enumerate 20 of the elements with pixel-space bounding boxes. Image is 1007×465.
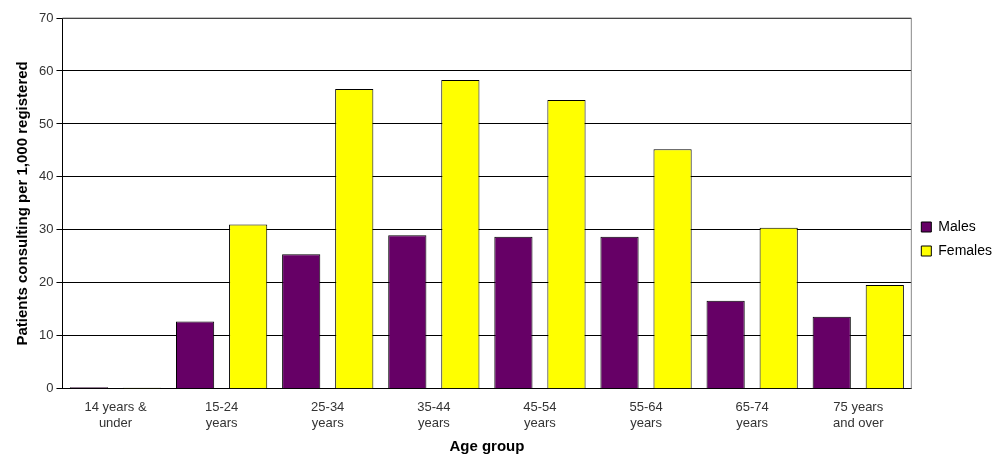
x-tick-label: 75 years and over [832,399,885,430]
y-tick-label: 30 [38,221,54,237]
x-tick-label: 65-74 years [735,399,769,430]
x-tick-label: 15-24 years [205,399,239,430]
x-axis-title: Age group [449,437,525,455]
y-axis-title: Patients consulting per 1,000 registered [13,61,31,346]
y-tick-label: 10 [38,327,54,343]
x-tick-label: 14 years & under [84,399,147,430]
y-tick-label: 60 [38,62,54,78]
y-tick-label: 0 [46,380,54,396]
y-tick-label: 20 [38,274,54,290]
x-tick-label: 25-34 years [311,399,345,430]
x-tick-label: 45-54 years [523,399,557,430]
y-tick-label: 40 [38,168,54,184]
x-tick-label: 35-44 years [417,399,451,430]
x-tick-label: 55-64 years [629,399,663,430]
y-tick-label: 50 [38,115,54,131]
y-tick-label: 70 [38,9,54,25]
legend-label: Males [938,217,976,234]
legend-label: Females [938,241,992,258]
